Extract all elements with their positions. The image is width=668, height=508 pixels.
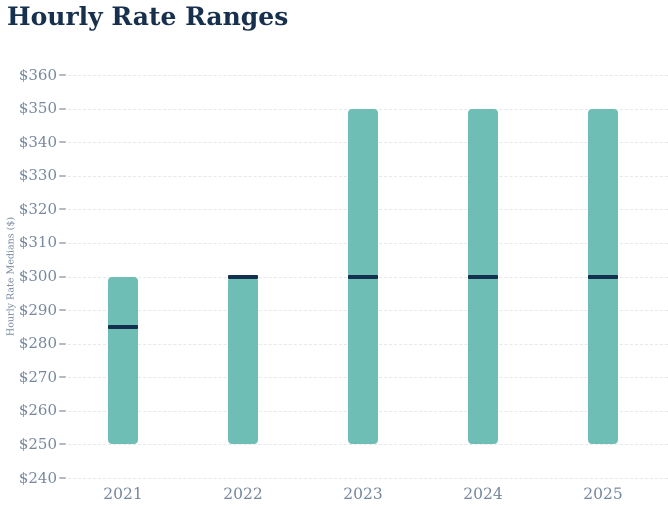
y-tick-label: $300 [18,267,57,285]
x-tick-label-2022: 2022 [223,485,263,503]
y-tick-mark [59,141,66,144]
y-tick-mark [59,74,66,76]
y-tick-label: $340 [18,132,57,151]
range-bar-2022 [228,276,258,445]
gridline [68,75,668,76]
y-tick-mark [59,443,66,446]
y-tick-label: $270 [18,367,57,386]
x-tick-label-2025: 2025 [583,485,623,503]
x-tick-label-2024: 2024 [463,485,503,503]
y-tick-label: $310 [18,233,57,252]
median-line-2021 [108,324,138,329]
y-tick-label: $240 [18,468,57,487]
y-tick-label: $290 [18,300,57,319]
y-tick-label: $320 [18,199,57,218]
y-tick-mark [59,241,66,244]
median-line-2025 [588,274,618,279]
x-tick-label-2021: 2021 [103,485,143,503]
y-tick-label: $360 [18,65,57,84]
y-tick-mark [59,376,66,379]
y-tick-label: $250 [18,434,57,453]
y-tick-mark [59,174,66,177]
range-bar-2021 [108,276,138,445]
y-tick-label: $350 [18,99,57,118]
y-tick-mark [59,107,66,110]
y-tick-label: $330 [18,166,57,185]
chart-title: Hourly Rate Ranges [7,2,289,31]
x-tick-label-2023: 2023 [343,485,383,503]
y-tick-label: $260 [18,401,57,420]
y-tick-mark [59,275,66,278]
y-tick-label: $280 [18,334,57,353]
median-line-2022 [228,274,258,279]
y-tick-mark [59,409,66,412]
gridline [68,444,668,446]
y-tick-mark [59,477,66,479]
median-line-2024 [468,274,498,279]
y-tick-mark [59,342,66,345]
y-tick-mark [59,208,66,211]
y-tick-mark [59,309,66,312]
gridline [68,478,668,479]
median-line-2023 [348,274,378,279]
